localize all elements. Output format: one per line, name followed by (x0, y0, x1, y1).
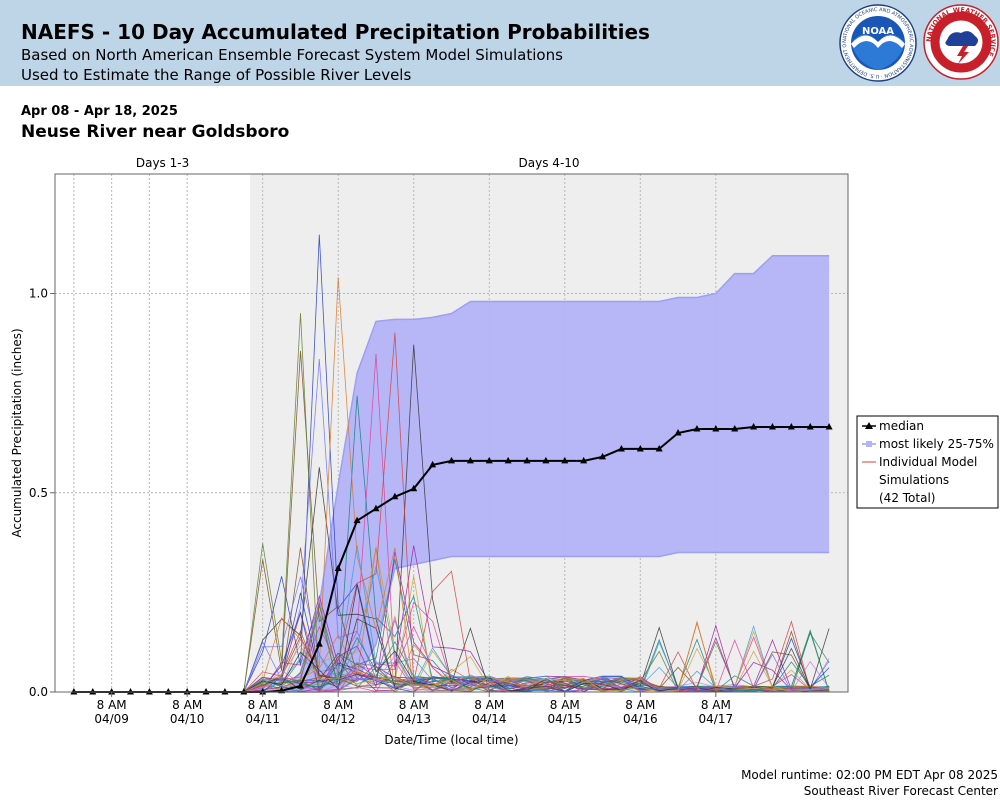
legend: median most likely 25-75% Individual Mod… (856, 415, 999, 509)
x-tick-label: 8 AM (474, 698, 504, 712)
median-marker (787, 423, 795, 430)
median-marker (693, 425, 701, 432)
median-marker (542, 456, 550, 464)
y-tick-label: 1.0 (29, 287, 48, 301)
median-marker (164, 688, 172, 695)
median-marker (599, 452, 607, 460)
section-label-days-4-10: Days 4-10 (519, 156, 580, 170)
location-title: Neuse River near Goldsboro (21, 122, 290, 142)
header-banner: NAEFS - 10 Day Accumulated Precipitation… (0, 0, 1000, 86)
median-marker (580, 456, 588, 464)
subtitle-1: Based on North American Ensemble Forecas… (21, 46, 563, 64)
y-axis-label: Accumulated Precipitation (inches) (10, 328, 24, 537)
x-tick-date: 04/15 (547, 712, 582, 726)
median-marker (655, 444, 663, 452)
median-marker (523, 456, 531, 464)
legend-simulation-label-1: Individual Model (879, 455, 977, 469)
median-marker (259, 688, 267, 695)
y-tick-label: 0.5 (29, 486, 48, 500)
x-tick-date: 04/09 (94, 712, 129, 726)
x-tick-date: 04/11 (245, 712, 280, 726)
x-tick-label: 8 AM (248, 698, 278, 712)
x-tick-label: 8 AM (399, 698, 429, 712)
x-axis-label: Date/Time (local time) (384, 733, 518, 747)
median-marker (806, 423, 814, 430)
section-label-days-1-3: Days 1-3 (136, 156, 189, 170)
legend-box (856, 415, 999, 509)
x-tick-label: 8 AM (97, 698, 127, 712)
median-marker (296, 682, 304, 689)
median-marker (712, 425, 720, 432)
x-tick-label: 8 AM (625, 698, 655, 712)
median-marker (145, 688, 153, 695)
legend-simulation-count: (42 Total) (879, 491, 935, 505)
median-marker (636, 444, 644, 452)
legend-simulation-label-2: Simulations (879, 473, 949, 487)
subtitle-2: Used to Estimate the Range of Possible R… (21, 66, 412, 84)
legend-band-label: most likely 25-75% (879, 437, 994, 451)
noaa-logo: NATIONAL OCEANIC AND ATMOSPHERIC ADMINIS… (839, 4, 917, 82)
legend-band-marker (866, 441, 872, 447)
median-marker (221, 688, 229, 695)
x-tick-date: 04/12 (321, 712, 356, 726)
median-marker (353, 516, 361, 524)
legend-median-label: median (879, 419, 924, 433)
median-marker (108, 688, 116, 695)
x-tick-label: 8 AM (550, 698, 580, 712)
x-tick-date: 04/10 (170, 712, 205, 726)
median-marker (183, 688, 191, 695)
median-marker (70, 688, 78, 695)
median-marker (731, 425, 739, 432)
plot-border (54, 173, 849, 693)
median-marker (448, 456, 455, 464)
x-tick-label: 8 AM (172, 698, 202, 712)
nws-logo: NATIONAL WEATHER SERVICE (923, 4, 999, 80)
median-marker (674, 429, 682, 436)
median-marker (410, 484, 418, 492)
median-marker (372, 504, 380, 512)
median-marker (750, 423, 758, 430)
median-marker (334, 564, 342, 571)
x-tick-date: 04/13 (396, 712, 431, 726)
page-title: NAEFS - 10 Day Accumulated Precipitation… (21, 20, 650, 44)
x-tick-label: 8 AM (701, 698, 731, 712)
median-marker (240, 688, 248, 695)
median-marker (504, 456, 512, 464)
median-marker (561, 456, 569, 464)
x-tick-date: 04/16 (623, 712, 658, 726)
median-marker (315, 640, 323, 647)
forecast-center: Southeast River Forecast Center (803, 784, 998, 798)
y-tick-label: 0.0 (29, 685, 48, 699)
median-marker (768, 423, 776, 430)
likely-range-fill (73, 255, 830, 692)
median-marker (617, 444, 625, 452)
median-marker (391, 492, 399, 500)
noaa-logo-text: NOAA (862, 26, 894, 37)
median-marker (825, 423, 833, 430)
median-marker (429, 460, 437, 468)
median-marker (127, 688, 135, 695)
legend-median-marker (865, 422, 873, 429)
median-marker (89, 688, 97, 695)
x-tick-date: 04/14 (472, 712, 507, 726)
median-marker (485, 456, 493, 464)
date-range: Apr 08 - Apr 18, 2025 (21, 104, 178, 119)
model-runtime: Model runtime: 02:00 PM EDT Apr 08 2025 (741, 768, 998, 782)
median-marker (202, 688, 210, 695)
x-tick-date: 04/17 (699, 712, 734, 726)
x-tick-label: 8 AM (323, 698, 353, 712)
median-marker (466, 456, 474, 464)
